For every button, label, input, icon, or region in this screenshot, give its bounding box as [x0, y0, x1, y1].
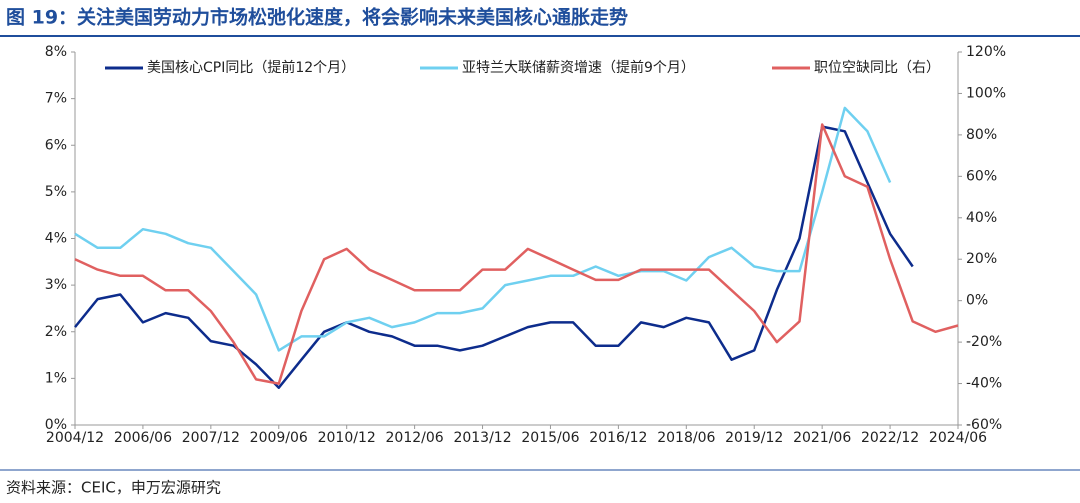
legend-label: 美国核心CPI同比（提前12个月） [147, 59, 355, 76]
y-tick-label: 6% [45, 137, 67, 153]
x-tick-label: 2013/12 [453, 430, 511, 446]
y2-tick-label: 40% [966, 210, 997, 226]
x-tick-label: 2019/12 [725, 430, 783, 446]
x-tick-label: 2021/06 [793, 430, 851, 446]
legend-label: 亚特兰大联储薪资增速（提前9个月） [462, 59, 695, 76]
y-tick-label: 8% [45, 44, 67, 60]
y2-tick-label: 120% [966, 44, 1006, 60]
y2-tick-label: 80% [966, 127, 997, 143]
source-note: 资料来源：CEIC，申万宏源研究 [6, 479, 221, 497]
series-line [74, 123, 959, 385]
y2-tick-label: -40% [966, 376, 1002, 392]
y-tick-label: 2% [45, 324, 67, 340]
legend-label: 职位空缺同比（右） [814, 60, 940, 76]
y-tick-label: 0% [45, 417, 67, 433]
x-tick-label: 2018/06 [657, 430, 715, 446]
y2-tick-label: -60% [966, 417, 1002, 433]
y-tick-label: 5% [45, 184, 67, 200]
x-tick-label: 2007/12 [182, 430, 240, 446]
chart-title: 图 19：关注美国劳动力市场松弛化速度，将会影响未来美国核心通胀走势 [6, 6, 628, 29]
x-tick-label: 2012/06 [386, 430, 444, 446]
x-tick-label: 2004/12 [46, 430, 104, 446]
y2-tick-label: 20% [966, 251, 997, 267]
x-tick-label: 2006/06 [114, 430, 172, 446]
y-tick-label: 4% [45, 231, 67, 247]
y2-tick-label: -20% [966, 334, 1002, 350]
series-line [74, 125, 914, 389]
series-line [74, 106, 892, 352]
y-tick-label: 3% [45, 277, 67, 293]
y2-tick-label: 0% [966, 293, 988, 309]
x-tick-label: 2010/12 [318, 430, 376, 446]
y-tick-label: 1% [45, 370, 67, 386]
x-tick-label: 2016/12 [589, 430, 647, 446]
y2-tick-label: 100% [966, 85, 1006, 101]
x-tick-label: 2009/06 [250, 430, 308, 446]
x-tick-label: 2015/06 [521, 430, 579, 446]
x-tick-label: 2024/06 [929, 430, 987, 446]
y2-tick-label: 60% [966, 168, 997, 184]
y-tick-label: 7% [45, 91, 67, 107]
x-tick-label: 2022/12 [861, 430, 919, 446]
